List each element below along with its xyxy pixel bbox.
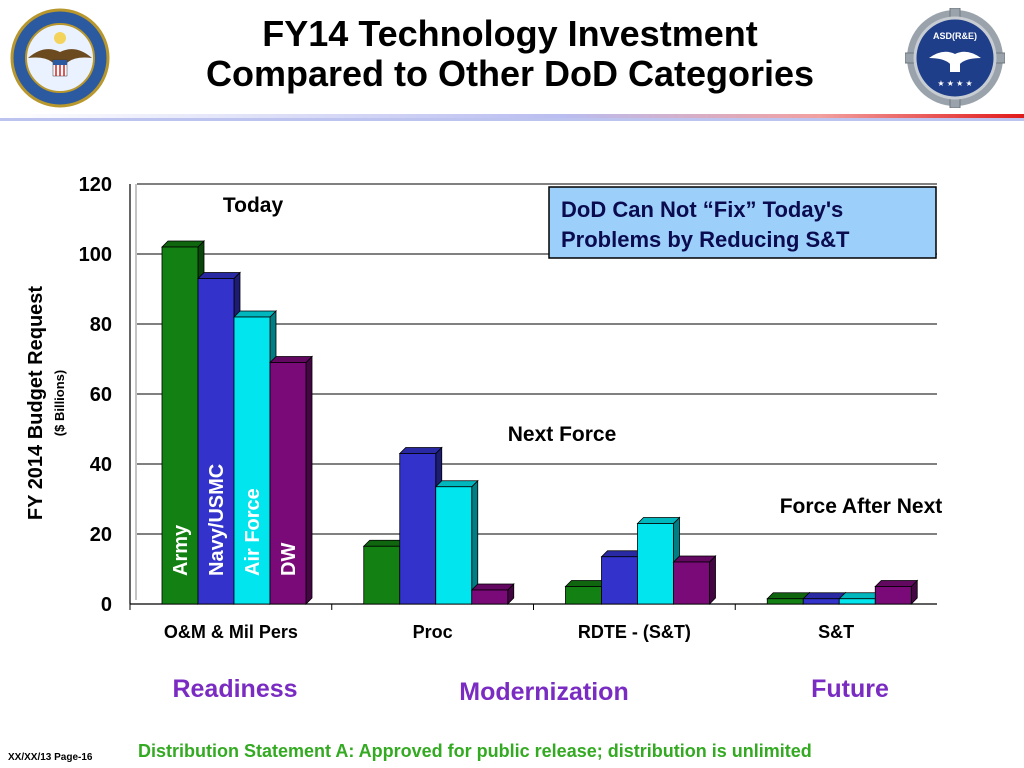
callout-line-1: DoD Can Not “Fix” Today's	[561, 197, 843, 222]
callout-box: DoD Can Not “Fix” Today's Problems by Re…	[548, 186, 937, 259]
distribution-statement: Distribution Statement A: Approved for p…	[138, 741, 812, 761]
annotation-today: Today	[223, 194, 284, 217]
svg-text:★ ★ ★ ★: ★ ★ ★ ★	[937, 79, 972, 88]
title-line-2: Compared to Other DoD Categories	[205, 53, 815, 94]
title-line-1: FY14 Technology Investment	[262, 13, 758, 54]
annotation-next-force: Next Force	[508, 423, 617, 446]
y-tick-label: 120	[79, 174, 112, 196]
bar	[672, 555, 717, 605]
y-axis-unit: ($ Billions)	[52, 370, 67, 436]
asd-re-seal-icon: ASD(R&E) ★ ★ ★ ★	[905, 8, 1005, 108]
bar	[470, 583, 515, 605]
bar	[269, 355, 313, 605]
department-of-defense-seal-icon	[10, 8, 110, 108]
y-tick-label: 60	[90, 384, 112, 406]
callout-line-2: Problems by Reducing S&T	[561, 227, 850, 252]
y-axis-label: FY 2014 Budget Request	[25, 286, 47, 520]
page-title: FY14 Technology Investment Compared to O…	[130, 14, 890, 94]
y-tick-label: 80	[90, 314, 112, 336]
y-tick-label: 20	[90, 524, 112, 546]
x-tick-label: S&T	[818, 622, 854, 642]
group-label-modernization: Modernization	[459, 678, 628, 706]
group-label-readiness: Readiness	[172, 675, 297, 703]
series-label: Navy/USMC	[206, 464, 228, 576]
x-tick-label: Proc	[413, 622, 453, 642]
x-tick-label: O&M & Mil Pers	[164, 622, 298, 642]
series-label: DW	[278, 543, 300, 576]
series-label: Air Force	[242, 488, 264, 576]
page-number: XX/XX/13 Page-16	[8, 752, 93, 763]
header-divider	[0, 114, 1024, 121]
x-tick-label: RDTE - (S&T)	[578, 622, 691, 642]
y-tick-label: 100	[79, 244, 112, 266]
bar	[434, 479, 479, 605]
bar	[233, 310, 277, 605]
seal-lettering: ASD(R&E)	[933, 31, 977, 41]
group-label-future: Future	[811, 675, 889, 703]
y-tick-label: 40	[90, 454, 112, 476]
annotation-force-after-next: Force After Next	[780, 495, 943, 518]
bar	[874, 579, 919, 605]
series-label: Army	[170, 524, 192, 576]
y-tick-label: 0	[101, 594, 112, 616]
